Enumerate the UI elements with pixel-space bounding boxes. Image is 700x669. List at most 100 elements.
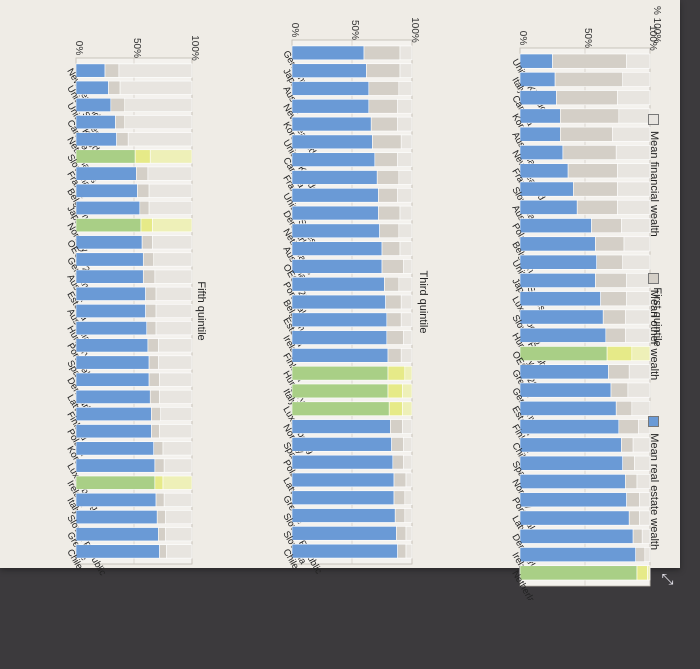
expand-icon[interactable]: ⤢ [659,572,677,585]
bar-segment [75,166,137,181]
chart-panel-2: 0%50%100%GermanyJapanAustriaNew ZealandK… [280,17,429,576]
bar-segment [291,365,389,381]
bar-segment [159,389,193,404]
panel-title: First quintile [651,287,663,346]
bar-segment [378,188,398,203]
panel-title: Third quintile [417,271,429,334]
bar-segment [404,365,413,381]
bar-segment [75,321,148,336]
bar-segment [392,454,404,470]
bar-segment [519,236,596,252]
bar-segment [404,490,413,505]
bar-segment [363,45,401,61]
legend-label-real-estate: Mean real estate wealth [648,433,660,551]
bar-segment [291,188,379,203]
bar-segment [291,383,389,399]
bar-segment [75,424,152,439]
bar-segment [519,108,561,124]
bar-segment [75,235,143,250]
bar-segment [519,419,620,435]
bar-segment [142,269,156,284]
bar-segment [405,472,413,488]
legend: Mean financial wealth Mean other wealth … [612,18,696,573]
bar-segment [624,309,651,325]
bar-segment [398,170,413,185]
bar-segment [370,116,398,132]
bar-segment [154,475,164,490]
bar-segment [145,286,157,301]
bar-segment [519,126,561,142]
bar-segment [154,458,165,473]
legend-row: Mean financial wealth Mean other wealth … [612,18,696,669]
bar-segment [397,99,413,114]
bar-segment [393,490,406,505]
bar-segment [291,454,394,470]
tick-label: 0% [73,41,84,56]
bar-segment [151,424,160,439]
bar-segment [519,492,627,508]
bar-segment [631,400,651,416]
bar-segment [519,181,574,197]
bar-segment [142,252,155,267]
bar-segment [519,346,608,361]
bar-segment [291,312,388,328]
bar-segment [626,291,651,307]
tick-label: 50% [131,38,142,58]
bar-segment [519,145,564,160]
bar-segment [641,528,651,544]
bar-segment [387,383,403,399]
bar-segment [611,126,651,142]
bar-segment [519,309,604,325]
bar-segment [291,472,395,488]
bar-segment [145,304,157,318]
bar-segment [291,276,385,292]
legend-label-other: Mean other wealth [648,289,660,381]
bar-segment [75,441,155,456]
bar-segment [291,99,370,114]
bar-segment [151,407,161,422]
bar-segment [519,382,612,398]
bar-segment [372,134,402,150]
legend-label-financial: Mean financial wealth [648,131,660,237]
bar-segment [75,218,142,233]
panel-title: Fifth quintile [195,281,207,340]
bar-segment [379,223,400,239]
bar-segment [632,437,651,453]
bar-segment [75,389,151,404]
bar-segment [127,132,193,147]
bar-segment [519,273,596,288]
bar-segment [158,355,193,370]
bar-segment [647,565,651,581]
bar-segment [639,510,651,526]
bar-segment [75,132,117,147]
bar-segment [386,312,402,328]
tick-label: 0% [289,23,300,38]
bar-segment [556,90,618,106]
bar-segment [368,99,398,114]
bar-segment [519,163,569,179]
bar-segment [291,152,376,167]
bar-segment [384,276,400,292]
bar-segment [644,547,651,563]
bar-segment [104,63,120,78]
bar-segment [124,115,193,130]
bar-segment [160,407,193,422]
bar-segment [291,401,390,416]
bar-segment [404,508,413,523]
bar-segment [159,424,193,439]
tick-label: 100% [189,35,200,61]
bar-segment [399,63,413,78]
bar-segment [519,90,557,106]
bar-segment [617,199,651,215]
chart-panel-3: 0%50%100%New ZealandUnited StatesUnited … [64,35,207,578]
bar-segment [158,527,166,542]
legend-item-real-estate: Mean real estate wealth [648,416,660,550]
bar-segment [519,327,607,343]
bar-segment [519,364,609,380]
bar-segment [75,97,112,112]
bar-segment [162,475,193,490]
bar-segment [291,526,397,541]
bar-segment [405,543,413,559]
bar-segment [75,510,158,525]
bar-segment [615,145,651,160]
